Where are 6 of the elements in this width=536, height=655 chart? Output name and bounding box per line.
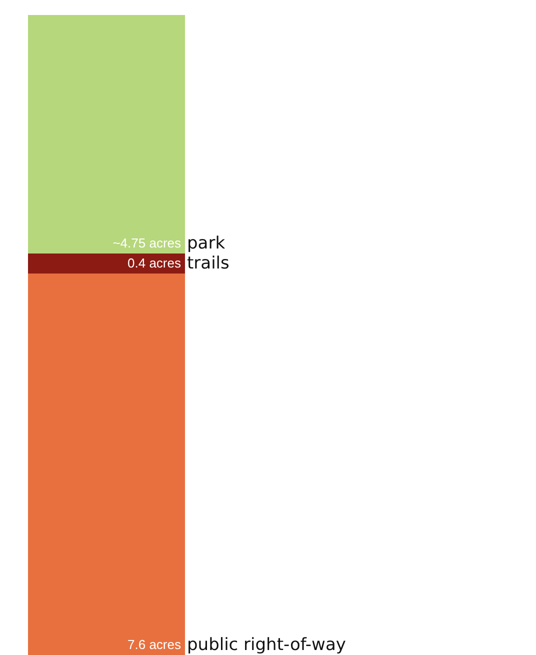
- data-label: 7.6 acres: [128, 637, 182, 652]
- data-label: 0.4 acres: [128, 256, 182, 271]
- series-label: park: [187, 233, 226, 254]
- series-label: trails: [187, 254, 230, 274]
- series-label: public right-of-way: [187, 635, 346, 655]
- data-label: ~4.75 acres: [112, 235, 182, 250]
